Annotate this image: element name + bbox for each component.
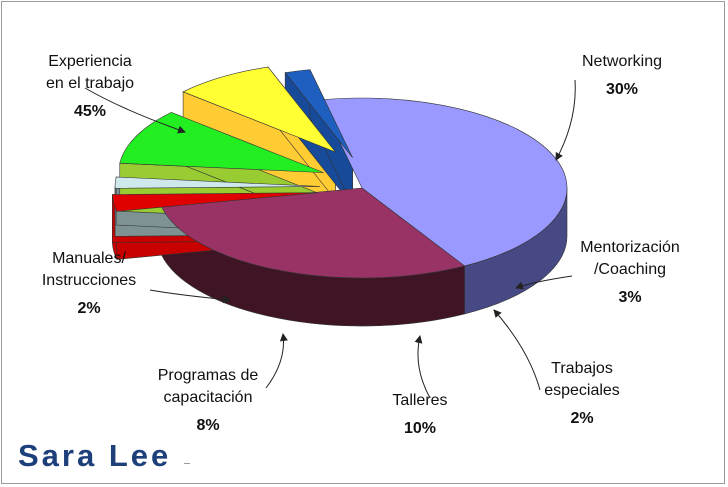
pie-slice (284, 69, 353, 158)
slice-value-label: 8% (196, 417, 219, 434)
brand-rule (184, 463, 190, 464)
leader-arrow (414, 335, 431, 399)
pie-slice (161, 187, 466, 279)
slice-label: Talleres (392, 392, 447, 409)
pie-slice (114, 176, 321, 189)
slice-value-label: 45% (74, 103, 106, 120)
slice-label: Programas de capacitación (158, 367, 259, 406)
leader-arrow (515, 275, 573, 290)
slice-value-label: 2% (77, 300, 100, 317)
brand-logo: Sara Lee (18, 438, 172, 473)
slice-value-label: 3% (618, 289, 641, 306)
pie-slice (182, 66, 337, 153)
leader-arrow (265, 333, 288, 389)
slice-value-label: 2% (570, 410, 593, 427)
pie-tops (112, 66, 568, 279)
slice-labels: Experiencia en el trabajo 45% Networking 30%… (42, 53, 680, 437)
slice-value-label: 10% (404, 420, 436, 437)
slice-label: Networking (582, 53, 662, 70)
leader-arrow (493, 309, 541, 391)
leader-arrow (555, 79, 576, 161)
pie-slice (112, 192, 318, 212)
leader-arrow (84, 87, 186, 134)
pie-slice (318, 97, 568, 267)
slice-label: Manuales/Instrucciones (42, 250, 136, 289)
slice-value-label: 30% (606, 81, 638, 98)
slice-label: Experiencia en el trabajo (46, 53, 134, 92)
pie-slice (119, 112, 324, 173)
leader-arrow (149, 289, 231, 304)
slice-label: Mentorización/Coaching (580, 239, 680, 278)
slice-label: Trabajos especiales (544, 360, 620, 399)
